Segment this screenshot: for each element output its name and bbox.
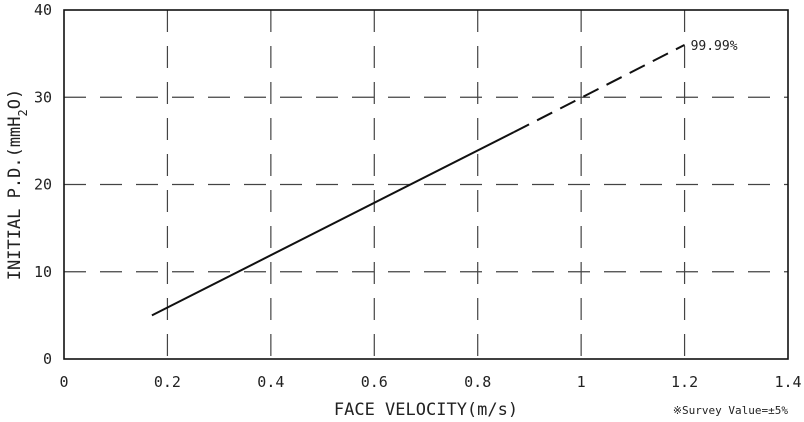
series-line-solid bbox=[151, 131, 515, 317]
x-tick-label: 1.2 bbox=[671, 373, 698, 391]
x-tick-label: 0.4 bbox=[257, 373, 284, 391]
series-line-dashed bbox=[513, 44, 686, 134]
series-label: 99.99% bbox=[691, 39, 738, 54]
y-axis-title: INITIAL P.D.(mmH2O) bbox=[5, 89, 30, 280]
x-tick-label: 1.4 bbox=[774, 373, 801, 391]
y-tick-labels: 0 10 20 30 40 bbox=[34, 1, 52, 368]
grid-lines bbox=[64, 10, 788, 359]
x-tick-label: 1 bbox=[577, 373, 586, 391]
y-tick-label: 20 bbox=[34, 176, 52, 194]
series-group: 99.99% bbox=[151, 39, 738, 317]
y-tick-label: 10 bbox=[34, 263, 52, 281]
x-tick-label: 0.8 bbox=[464, 373, 491, 391]
x-axis-title: FACE VELOCITY(m/s) bbox=[334, 400, 518, 420]
x-tick-labels: 0 0.2 0.4 0.6 0.8 1 1.2 1.4 bbox=[59, 373, 801, 391]
plot-frame bbox=[63, 9, 789, 360]
survey-note: ※Survey Value=±5% bbox=[673, 404, 789, 417]
y-tick-label: 30 bbox=[34, 88, 52, 106]
y-tick-label: 40 bbox=[34, 1, 52, 19]
x-tick-label: 0.6 bbox=[361, 373, 388, 391]
y-tick-label: 0 bbox=[43, 350, 52, 368]
x-tick-label: 0 bbox=[59, 373, 68, 391]
x-tick-label: 0.2 bbox=[154, 373, 181, 391]
